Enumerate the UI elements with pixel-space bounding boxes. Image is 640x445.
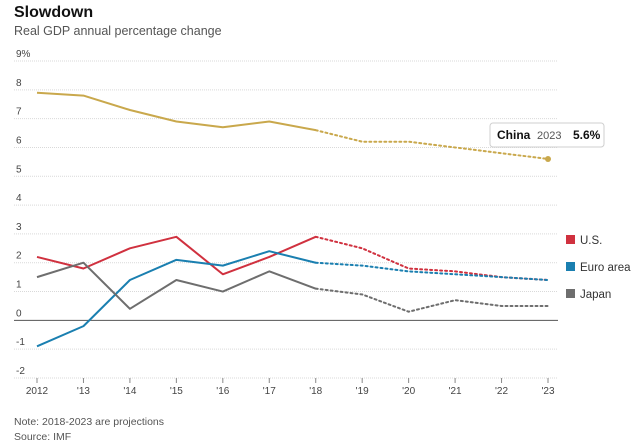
legend-swatch [566, 262, 575, 271]
y-tick-label: 4 [16, 193, 22, 204]
legend-label: Japan [580, 289, 611, 301]
x-tick-label: '13 [77, 386, 90, 397]
chart-note: Note: 2018-2023 are projections [14, 416, 165, 428]
y-tick-label: 6 [16, 135, 22, 146]
series-lines [36, 91, 549, 348]
y-tick-label: 2 [16, 251, 22, 262]
euro-area-projection-line [314, 261, 549, 282]
japan-projection-line [314, 287, 549, 313]
y-tick-label: 8 [16, 78, 22, 89]
legend-swatch [566, 289, 575, 298]
u-s-actual-line [36, 235, 317, 276]
chart-subtitle: Real GDP annual percentage change [14, 24, 222, 38]
y-tick-label: 0 [16, 308, 22, 319]
legend-swatch [566, 235, 575, 244]
x-tick-label: '17 [263, 386, 276, 397]
y-tick-label: 5 [16, 164, 22, 175]
gridlines [14, 60, 558, 379]
y-tick-label: -2 [16, 366, 25, 377]
china-tooltip: China 2023 5.6% [489, 122, 605, 162]
x-tick-label: '22 [495, 386, 508, 397]
y-tick-label: 3 [16, 222, 22, 233]
x-tick-label: '20 [402, 386, 415, 397]
tooltip-value: 5.6% [573, 128, 601, 142]
y-tick-label: 7 [16, 107, 22, 118]
y-tick-label: 9% [16, 49, 31, 60]
y-axis-ticks: -2 -1 0 1 2 3 4 5 6 7 8 9% [16, 49, 31, 377]
chart-title: Slowdown [14, 4, 94, 21]
x-tick-label: '16 [216, 386, 229, 397]
y-tick-label: 1 [16, 280, 22, 291]
legend: U.S. Euro area Japan [566, 235, 631, 301]
x-tick-label: 2012 [26, 386, 49, 397]
x-tick-label: '15 [170, 386, 183, 397]
tooltip-box [489, 122, 605, 148]
china-actual-line [36, 91, 316, 132]
x-tick-label: '19 [356, 386, 369, 397]
legend-label: Euro area [580, 262, 631, 274]
euro-area-actual-line [36, 250, 316, 348]
japan-actual-line [36, 261, 317, 310]
china-2023-point [545, 155, 551, 162]
x-tick-label: '21 [449, 386, 462, 397]
line-chart: -2 -1 0 1 2 3 4 5 6 7 8 9% 2012 '13 '14 '15 '16 '17 '18 '1… [14, 49, 631, 397]
x-tick-label: '23 [541, 386, 554, 397]
china-projection-line [314, 129, 549, 160]
chart-source: Source: IMF [14, 431, 72, 443]
x-axis-ticks: 2012 '13 '14 '15 '16 '17 '18 '19 '20 '21 '22 '23 [26, 378, 555, 397]
tooltip-year: 2023 [537, 130, 561, 142]
tooltip-series-name: China [497, 128, 531, 142]
x-tick-label: '18 [309, 386, 322, 397]
y-tick-label: -1 [16, 337, 25, 348]
legend-label: U.S. [580, 235, 602, 247]
x-tick-label: '14 [123, 386, 136, 397]
